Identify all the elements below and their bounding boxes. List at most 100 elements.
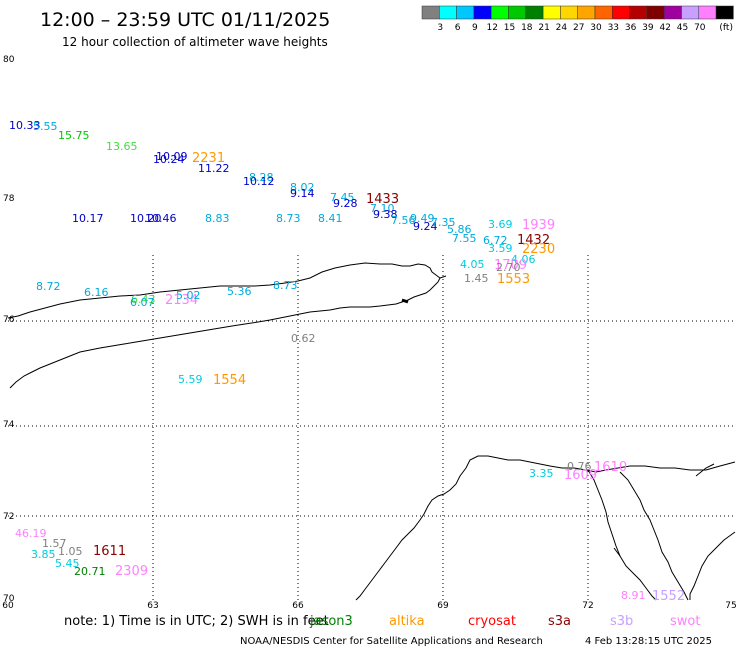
colorbar-swatch (663, 5, 682, 20)
wave-height-label: 8.83 (205, 212, 230, 225)
wave-height-label: 10.09 (156, 150, 188, 163)
lat-label-78: 78 (3, 194, 15, 204)
coastline-islet (401, 298, 409, 304)
colorbar-tick-label: 21 (538, 23, 549, 33)
coastline-east-spit (695, 463, 715, 477)
coastline-inlet (613, 547, 621, 557)
colorbar-swatch (577, 5, 596, 20)
wave-height-label: 2309 (115, 564, 148, 579)
colorbar-unit: (ft) (719, 23, 733, 33)
wave-height-label: 5.45 (55, 557, 80, 570)
colorbar-tick-label: 12 (486, 23, 497, 33)
wave-height-label: 2231 (192, 151, 225, 166)
wave-height-label: 4.05 (460, 258, 485, 271)
wave-height-label: 7.45 (330, 191, 355, 204)
colorbar-tick-label: 45 (677, 23, 688, 33)
wave-height-label: 10.17 (72, 212, 104, 225)
colorbar-swatch (508, 5, 527, 20)
wave-height-label: 1553 (497, 272, 530, 287)
wave-height-label: 11.22 (198, 162, 230, 175)
lon-label-75: 75 (725, 601, 736, 611)
satellite-legend-jason3: jason3 (309, 614, 353, 629)
colorbar-swatch (715, 5, 734, 20)
wave-height-label: 9.49 (410, 212, 435, 225)
lat-axis-labels: 80 78 76 74 72 70 (3, 55, 15, 604)
footer-credit: NOAA/NESDIS Center for Satellite Applica… (240, 636, 543, 647)
footer-note: note: 1) Time is in UTC; 2) SWH is in fe… (64, 614, 329, 629)
wave-height-label: 8.41 (318, 212, 343, 225)
colorbar-swatch (456, 5, 475, 20)
wave-height-label: 5.86 (447, 223, 472, 236)
wave-height-label: 46.19 (15, 527, 47, 540)
colorbar-swatch (542, 5, 561, 20)
wave-height-label: 10.46 (145, 212, 177, 225)
coastline-north-island (7, 262, 441, 389)
colorbar-swatch (646, 5, 665, 20)
colorbar-tick-label: 3 (437, 23, 443, 33)
colorbar-tick-label: 70 (694, 23, 706, 33)
lat-label-70: 70 (3, 594, 15, 604)
wave-height-label: 1709 (494, 258, 527, 273)
coastline-east (689, 531, 736, 600)
colorbar-swatch (421, 5, 440, 20)
colorbar-swatch (629, 5, 648, 20)
coastlines (7, 262, 736, 601)
wave-height-label: 5.59 (178, 373, 203, 386)
footer-timestamp: 4 Feb 13:28:15 UTC 2025 (585, 636, 712, 647)
lon-label-72: 72 (582, 601, 593, 611)
colorbar-swatch (439, 5, 457, 20)
wave-height-label: 10.33 (9, 119, 41, 132)
colorbar-tick-label: 39 (642, 23, 654, 33)
lon-label-63: 63 (147, 601, 158, 611)
colorbar-swatch (560, 5, 578, 20)
lon-label-60: 60 (2, 601, 14, 611)
wave-height-label: 1.57 (42, 537, 67, 550)
wave-height-label: 7.35 (431, 216, 456, 229)
wave-height-label: 4.06 (511, 253, 536, 266)
colorbar-tick-label: 6 (455, 23, 461, 33)
satellite-legend-s3b: s3b (610, 614, 633, 629)
wave-height-label: 6.72 (483, 234, 508, 247)
colorbar-swatch (698, 5, 717, 20)
wave-height-label: 13.65 (106, 140, 138, 153)
wave-height-label: 8.73 (276, 212, 301, 225)
wave-height-label: 3.59 (488, 242, 513, 255)
satellite-legend-swot: swot (670, 614, 700, 629)
wave-height-label: 9.28 (333, 197, 358, 210)
coastline-gulf (619, 471, 689, 601)
wave-height-label: 9.24 (413, 220, 438, 233)
wave-height-label: 3.85 (31, 548, 56, 561)
map-title: 12:00 – 23:59 UTC 01/11/2025 (40, 9, 330, 31)
wave-height-label: 8.91 (621, 589, 646, 602)
wave-height-label: 1611 (93, 544, 126, 559)
wave-height-label: 6.43 (131, 293, 156, 306)
colorbar-tick-label: 30 (590, 23, 602, 33)
colorbar-tick-label: 36 (625, 23, 637, 33)
wave-height-label: 8.02 (290, 181, 315, 194)
wave-height-label: 10.24 (153, 153, 185, 166)
graticule (8, 255, 735, 600)
wave-height-label: 10.20 (130, 212, 162, 225)
wave-height-label: 0.76 (567, 460, 592, 473)
lat-label-80: 80 (3, 55, 15, 65)
wave-height-label: 1432 (517, 233, 550, 248)
wave-height-label: 8.28 (249, 171, 274, 184)
colorbar-swatch (594, 5, 613, 20)
colorbar-tick-label: 18 (521, 23, 533, 33)
wave-height-label: 20.71 (74, 565, 106, 578)
wave-height-label: 1433 (366, 192, 399, 207)
wave-height-label: 5.02 (176, 289, 201, 302)
wave-height-label: 8.72 (36, 280, 61, 293)
wave-height-label: 2230 (522, 242, 555, 257)
colorbar-tick-label: 33 (608, 23, 619, 33)
wave-height-label: 7.55 (452, 232, 477, 245)
wave-height-label: 1554 (213, 373, 246, 388)
satellite-legend: jason3 altika cryosat s3a s3b swot (309, 614, 700, 629)
wave-height-label: 1609 (564, 468, 597, 483)
wave-height-label: 5.36 (227, 285, 252, 298)
colorbar-swatch (473, 5, 492, 20)
wave-height-label: 3.69 (488, 218, 513, 231)
wave-height-label: 10.12 (243, 175, 275, 188)
